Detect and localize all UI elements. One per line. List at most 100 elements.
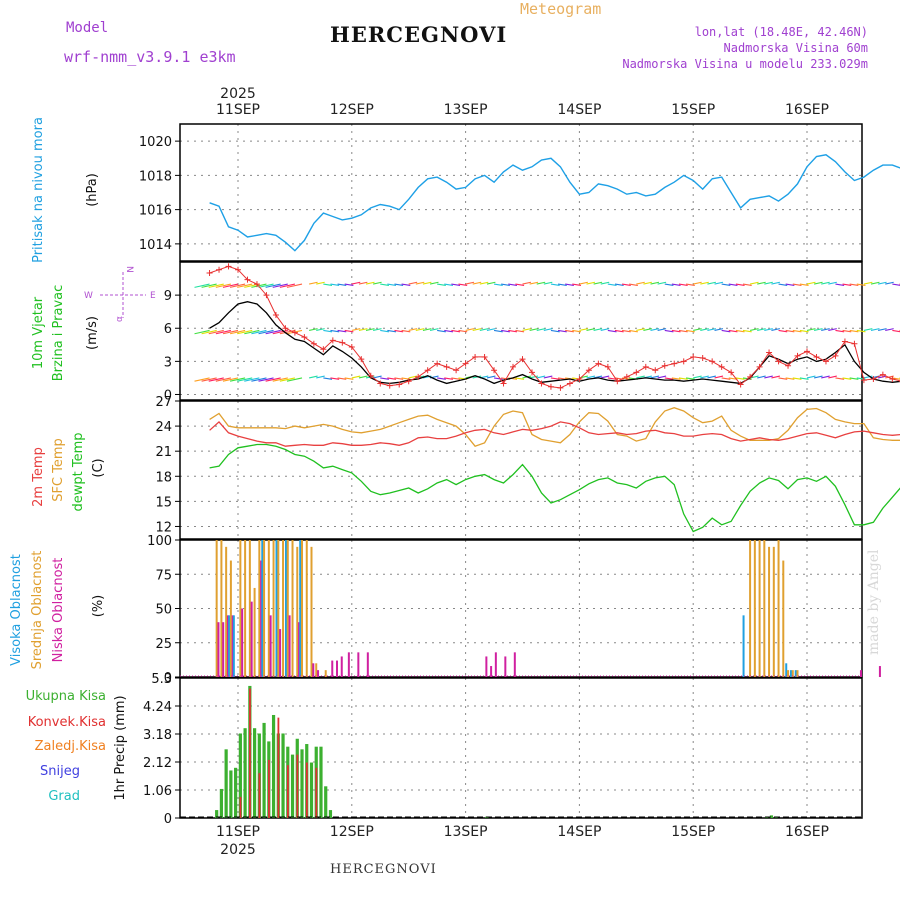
gust-marker — [235, 266, 241, 273]
mid-cloud-bar — [239, 540, 242, 677]
day-labels-top: 11SEP 12SEP 13SEP 14SEP 15SEP 16SEP — [216, 102, 829, 118]
low-cloud-bar — [217, 622, 220, 677]
gust-marker — [737, 381, 744, 388]
gust-marker — [671, 360, 678, 367]
total-rain-bar — [290, 754, 295, 818]
wind-arrow — [714, 328, 724, 331]
precip-bars — [215, 685, 778, 818]
total-rain-bar — [243, 728, 247, 818]
wind-arrow — [451, 283, 461, 287]
year-label-bottom: 2025 — [220, 842, 256, 858]
panel-3: 12 15 18 21 24 27 — [155, 395, 863, 540]
total-rain-bar — [271, 714, 276, 818]
precip-legend-item: Snijeg — [40, 764, 80, 779]
wind-arrow — [764, 328, 773, 331]
gust-marker — [841, 338, 848, 345]
wind-arrow — [415, 328, 425, 331]
gust-marker — [519, 356, 526, 363]
wind-arrow — [351, 328, 361, 331]
mid-cloud-bar — [301, 540, 304, 677]
wind-arrow — [742, 283, 752, 287]
wind-arrow — [593, 375, 603, 379]
wind-arrow — [792, 377, 802, 380]
gust-marker — [481, 353, 488, 360]
convective-rain-bar — [286, 765, 289, 818]
low-cloud-bar — [222, 622, 225, 677]
wind-arrow — [821, 375, 830, 379]
wind-arrow — [394, 283, 404, 287]
gust-marker — [661, 362, 668, 369]
day-label-bottom-0: 11SEP — [216, 824, 260, 840]
wind-arrow — [657, 328, 667, 331]
gust-marker — [813, 353, 820, 360]
y-tick-label: 12 — [155, 520, 172, 535]
gust-marker — [216, 266, 223, 273]
wind-arrow — [757, 281, 766, 285]
day-labels-bottom: 11SEP 12SEP 13SEP 14SEP 15SEP 16SEP — [216, 824, 829, 840]
wind-arrow — [849, 377, 859, 380]
gust-marker — [604, 363, 611, 370]
wind-arrow — [728, 283, 738, 287]
convective-rain-bar — [258, 773, 261, 818]
low-cloud-bar — [226, 615, 229, 677]
wind-arrow — [437, 329, 446, 333]
low-cloud-bar — [485, 656, 488, 677]
wind-arrow — [885, 328, 894, 331]
wind-arrow — [742, 329, 752, 333]
footer-station: HERCEGNOVI — [330, 862, 437, 877]
wind-arrow — [664, 377, 674, 380]
wind-arrow — [778, 283, 788, 287]
mid-cloud-bar — [763, 540, 766, 677]
wind-arrow — [373, 281, 382, 285]
gust-marker — [253, 281, 260, 288]
mid-cloud-bar — [315, 663, 318, 677]
wind-arrow — [678, 329, 688, 333]
wind-arrow — [394, 377, 404, 380]
y-tick-label: 3 — [164, 355, 172, 370]
wind-arrow — [557, 283, 567, 287]
wind-arrow — [508, 329, 518, 333]
gust-marker — [889, 376, 896, 383]
wind-arrow — [279, 283, 296, 288]
cloud-unit: (%) — [91, 595, 106, 618]
wind-arrow — [607, 283, 617, 287]
high-cloud-label: Visoka Oblacnost — [9, 554, 24, 666]
total-rain-bar — [252, 728, 257, 818]
wind-arrow — [700, 328, 709, 331]
wind-arrow — [251, 329, 267, 335]
wind-arrow — [686, 283, 695, 287]
wind-arrow — [316, 375, 325, 379]
wind-arrow — [543, 328, 553, 331]
gust-marker — [320, 346, 327, 353]
wind-arrow — [244, 377, 260, 382]
total-rain-bar — [319, 746, 323, 818]
y-tick-label: 100 — [147, 534, 172, 549]
mid-cloud-bar — [787, 670, 790, 677]
mid-cloud-bar — [272, 540, 275, 677]
wind-arrow — [337, 283, 347, 287]
wind-arrow — [323, 329, 333, 333]
model-label: Model — [66, 20, 109, 36]
wind-arrow — [493, 329, 503, 333]
wind-arrow — [735, 283, 745, 287]
wind-arrow — [323, 377, 333, 380]
mid-cloud-bar — [758, 540, 761, 677]
low-cloud-bar — [878, 666, 881, 677]
wind-arrow — [657, 375, 667, 379]
wind-arrow — [229, 283, 246, 288]
wind-arrow — [286, 377, 303, 382]
mid-cloud-bar — [310, 546, 313, 677]
gust-marker — [310, 340, 317, 347]
mid-cloud-bar — [286, 540, 289, 677]
wind-arrow — [828, 281, 837, 285]
gust-marker — [291, 329, 298, 336]
total-rain-bar — [215, 810, 219, 818]
wind-arrow — [344, 377, 354, 380]
high-cloud-bar — [742, 615, 745, 677]
convective-rain-bar — [249, 688, 251, 818]
wind-arrow — [508, 283, 518, 287]
wind-arrow — [272, 283, 288, 288]
wind-arrow — [550, 377, 560, 380]
wind-arrow — [721, 283, 731, 287]
